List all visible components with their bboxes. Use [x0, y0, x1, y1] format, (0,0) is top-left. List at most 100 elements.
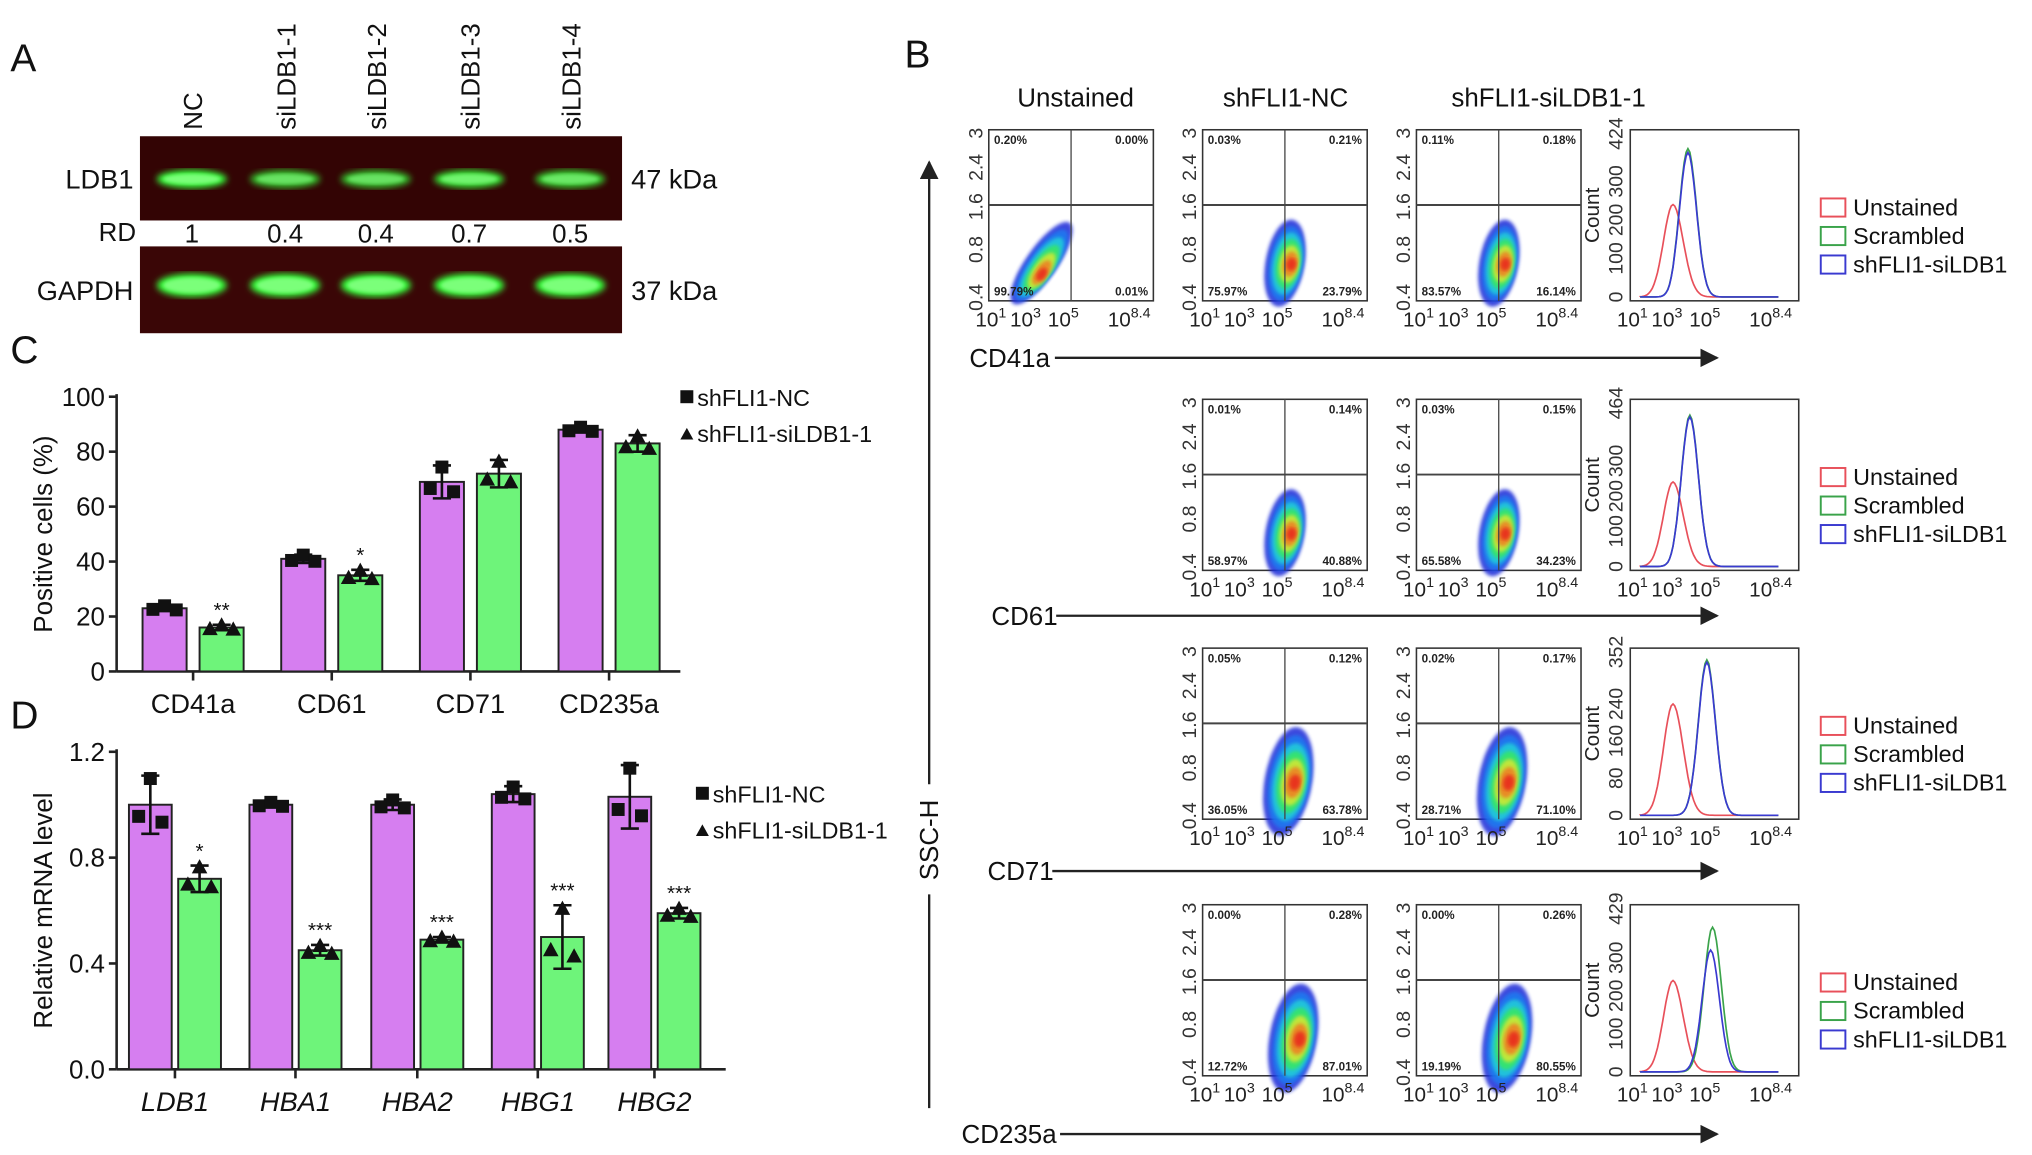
- histogram-curve-siLDB1: [1640, 150, 1779, 298]
- x-tick-base: 10: [1535, 827, 1558, 850]
- x-tick-base: 10: [1108, 309, 1131, 332]
- data-point-triangle: [323, 945, 340, 960]
- x-tick-exponent: 8.4: [1772, 1081, 1792, 1097]
- legend-label: Scrambled: [1853, 998, 1964, 1024]
- y-tick-label: 3: [1393, 646, 1415, 657]
- x-tick-exponent: 3: [1461, 575, 1469, 591]
- data-point-triangle: [671, 900, 687, 915]
- protein-band-core: [440, 173, 498, 185]
- x-tick-exponent: 1: [1640, 824, 1648, 840]
- quadrant-upper-left: 0.03%: [1208, 134, 1242, 147]
- quadrant-upper-left: 0.00%: [1208, 909, 1242, 922]
- x-tick-exponent: 8.4: [1772, 306, 1792, 322]
- x-tick-base: 10: [1651, 578, 1674, 601]
- y-tick-label: 0.8: [1393, 1011, 1415, 1038]
- x-tick-label: 108.4: [1535, 306, 1578, 332]
- bar-shflI1-siLDB1-1: [475, 472, 522, 673]
- quadrant-lower-right: 40.88%: [1322, 555, 1362, 568]
- x-tick-label: 108.4: [1535, 1081, 1578, 1107]
- x-tick-base: 10: [1438, 827, 1461, 850]
- y-tick-label: 1.6: [1179, 463, 1201, 490]
- y-tick-label: 1.6: [1393, 193, 1415, 220]
- x-tick-exponent: 5: [1712, 306, 1720, 322]
- density-region: [1502, 774, 1515, 791]
- bar-shflI1-nc: [127, 803, 173, 1071]
- quadrant-upper-right: 0.28%: [1329, 909, 1363, 922]
- x-tick-base: 10: [1438, 578, 1461, 601]
- rd-label: RD: [99, 219, 136, 247]
- x-tick-label: 108.4: [1749, 575, 1792, 601]
- x-tick-base: 10: [1322, 827, 1345, 850]
- x-tick-label: HBA1: [260, 1086, 331, 1117]
- legend-label: Scrambled: [1853, 492, 1964, 518]
- y-tick-label: 0.8: [1393, 754, 1415, 781]
- molecular-weight-label: 47 kDa: [631, 164, 718, 195]
- y-tick-label: 60: [76, 494, 105, 522]
- y-tick-label: 1.6: [1179, 968, 1201, 995]
- y-tick-label: 0.4: [1179, 553, 1201, 580]
- data-point-triangle: [340, 569, 357, 584]
- x-tick-label: 101: [1189, 1081, 1220, 1107]
- quadrant-lower-left: 12.72%: [1208, 1061, 1248, 1074]
- data-point-triangle: [491, 453, 507, 468]
- density-region: [1286, 258, 1297, 271]
- hist-y-tick-label: 0: [1605, 810, 1627, 821]
- rd-value: 0.4: [267, 221, 303, 249]
- x-tick-label: 108.4: [1322, 575, 1365, 601]
- quadrant-upper-left: 0.02%: [1422, 652, 1456, 665]
- x-tick-label: 108.4: [1108, 306, 1151, 332]
- significance-marker: ***: [667, 882, 691, 905]
- x-tick-exponent: 8.4: [1772, 575, 1792, 591]
- y-tick-label: 2.4: [1393, 929, 1415, 956]
- x-tick-exponent: 8.4: [1131, 306, 1151, 322]
- hist-y-tick-label: 352: [1605, 636, 1627, 668]
- x-tick-label: 105: [1048, 306, 1079, 332]
- data-point-triangle: [445, 933, 462, 948]
- data-point-triangle: [213, 617, 230, 632]
- y-tick-label: 0.4: [1179, 802, 1201, 829]
- x-tick-base: 10: [1651, 827, 1674, 850]
- x-tick-label: HBA2: [382, 1086, 453, 1117]
- x-tick-exponent: 3: [1674, 306, 1682, 322]
- significance-marker: *: [356, 544, 364, 567]
- x-tick-label: 108.4: [1322, 824, 1365, 850]
- hist-y-tick-label: 429: [1605, 892, 1627, 924]
- x-tick-base: 10: [1322, 578, 1345, 601]
- data-point-square: [611, 803, 625, 816]
- data-point-square: [518, 792, 532, 806]
- x-tick-base: 10: [1438, 309, 1461, 332]
- x-tick-exponent: 5: [1499, 575, 1507, 591]
- x-tick-exponent: 3: [1674, 824, 1682, 840]
- x-tick-exponent: 3: [1461, 824, 1469, 840]
- x-tick-label: LDB1: [141, 1086, 209, 1117]
- legend-swatch: [1819, 772, 1847, 793]
- hist-y-axis-label: Count: [1581, 962, 1604, 1018]
- data-point-square: [374, 800, 388, 814]
- x-tick-exponent: 3: [1674, 575, 1682, 591]
- y-tick-label: 0.8: [1179, 1011, 1201, 1038]
- legend-label: Unstained: [1853, 969, 1958, 995]
- y-tick-label: 40: [76, 549, 105, 577]
- legend-swatch: [1819, 225, 1847, 247]
- x-tick-exponent: 3: [1247, 1081, 1255, 1097]
- x-tick-base: 10: [1749, 827, 1772, 850]
- panel-label-b: B: [905, 34, 931, 77]
- x-tick-base: 10: [1617, 1084, 1640, 1107]
- x-tick-exponent: 5: [1285, 824, 1293, 840]
- histogram-frame: [1629, 647, 1800, 820]
- density-region: [1289, 774, 1301, 791]
- hist-y-tick-label: 100: [1605, 242, 1627, 275]
- x-tick-exponent: 1: [1426, 306, 1434, 322]
- data-point-triangle: [479, 471, 496, 486]
- x-tick-base: 10: [1048, 309, 1071, 332]
- data-point-square: [574, 420, 588, 434]
- legend-swatch: [1819, 524, 1847, 545]
- y-tick-label: 0.4: [69, 951, 105, 979]
- x-tick-base: 10: [1189, 309, 1212, 332]
- data-point-square: [143, 772, 157, 786]
- x-tick-exponent: 5: [1285, 306, 1293, 322]
- x-tick-base: 10: [1262, 1084, 1285, 1107]
- protein-band-core: [256, 173, 314, 185]
- bar-shflI1-nc: [141, 607, 188, 673]
- density-region: [1507, 1031, 1520, 1048]
